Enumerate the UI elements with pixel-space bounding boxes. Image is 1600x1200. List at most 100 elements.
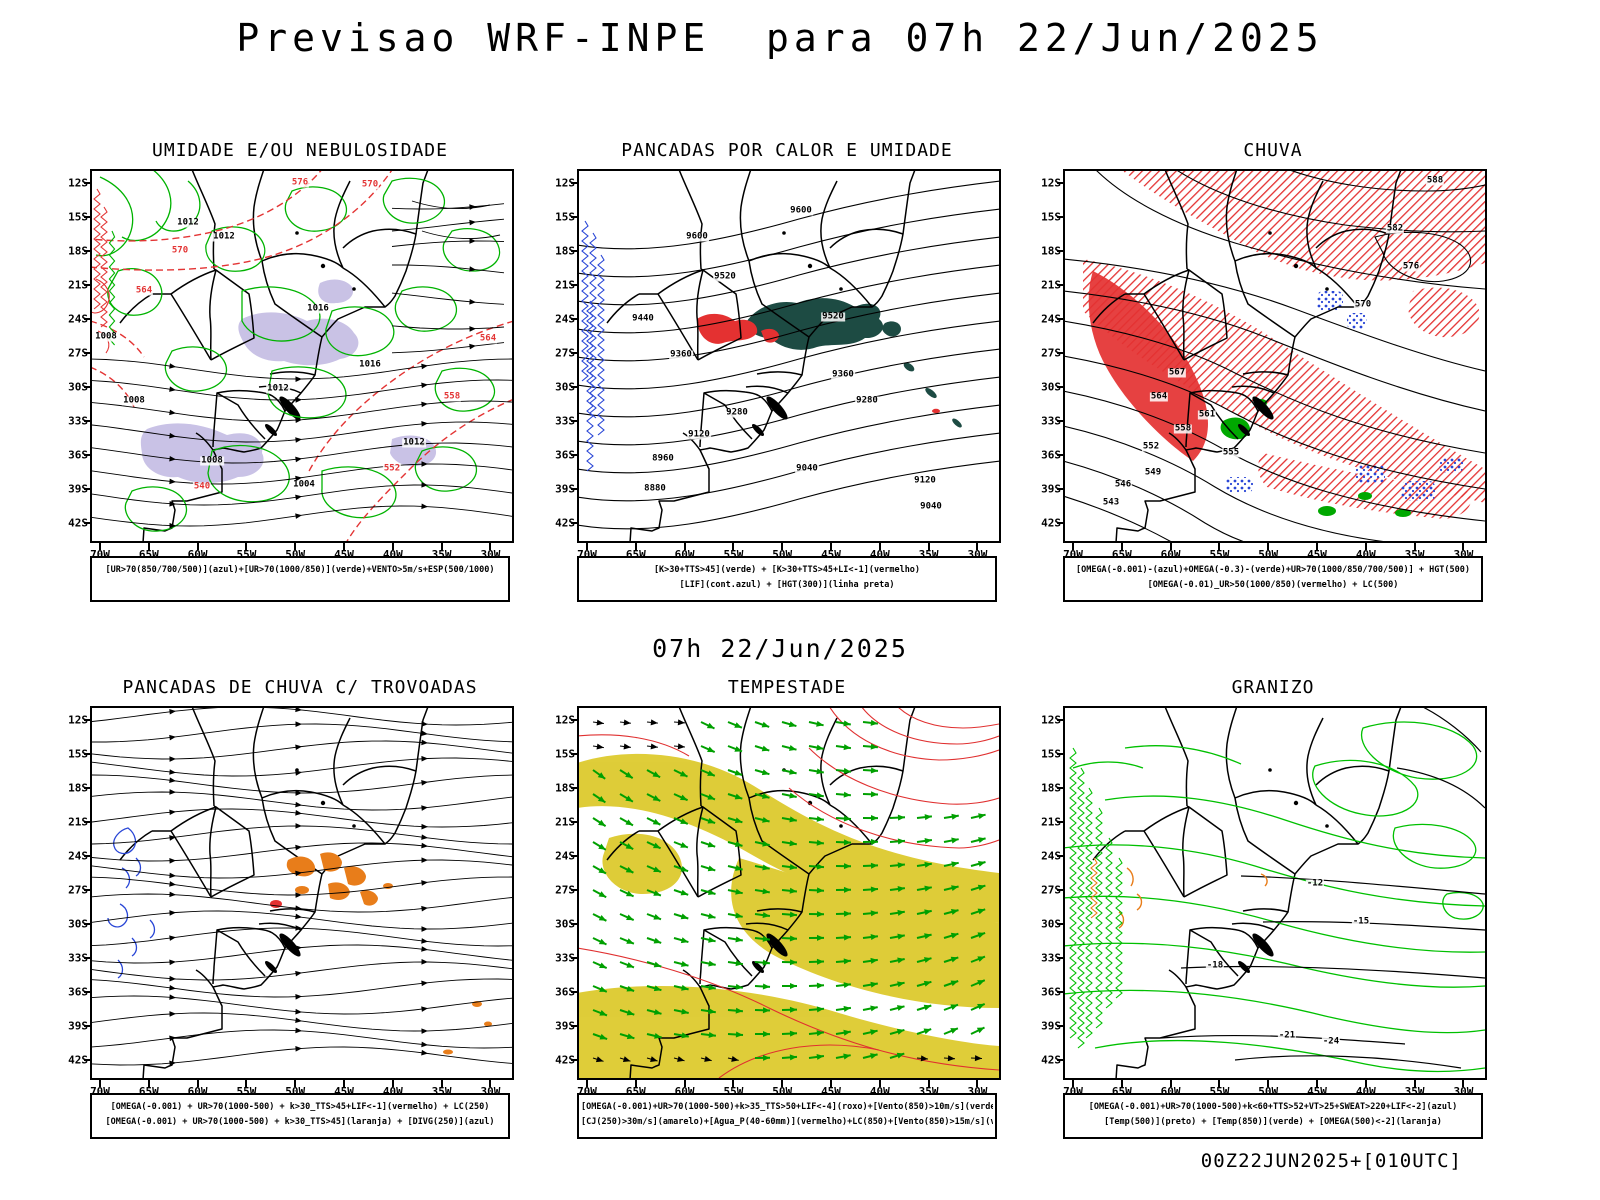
lat-axis-label: 36S [1041, 448, 1061, 462]
contour-label: -12 [1305, 878, 1325, 889]
map-canvas-chuva [1065, 171, 1485, 541]
lat-axis-label: 27S [68, 346, 88, 360]
contour-label: 1012 [176, 217, 200, 228]
lon-axis-label: 70W [577, 1085, 597, 1098]
axis-tick [1120, 1080, 1123, 1087]
axis-tick [830, 543, 832, 550]
lat-axis-label: 24S [1041, 849, 1061, 863]
lon-axis-label: 60W [674, 548, 695, 561]
lon-axis-label: 65W [1111, 1085, 1132, 1098]
lat-axis-label: 27S [1041, 346, 1061, 360]
contour-label: 9520 [821, 311, 845, 322]
caption-box: [OMEGA(-0.001) + UR>70(1000-500) + k>30_… [90, 1093, 510, 1139]
contour-label: 1012 [212, 231, 236, 242]
lon-axis-label: 50W [1258, 548, 1279, 561]
axis-tick [84, 250, 91, 252]
contour-label: 9600 [685, 231, 709, 242]
axis-tick [571, 488, 578, 490]
contour-labels: 576 570 570 564 564 558 552 540 1012 1012 1016 1008… [92, 171, 512, 541]
panel-title: CHUVA [1243, 140, 1303, 161]
axis-tick [1057, 250, 1064, 252]
lat-axis-label: 33S [68, 414, 88, 428]
lat-axis-label: 39S [555, 482, 575, 496]
lon-axis-label: 30W [480, 1085, 501, 1098]
lon-axis-label: 45W [821, 548, 841, 561]
axis-tick [927, 1080, 930, 1087]
contour-label: 1016 [306, 303, 330, 314]
map-pancadas-calor: 9600 9600 9520 9520 9440 9360 9360 9280 9280 9120… [555, 169, 1001, 561]
lat-axis-label: 12S [1041, 713, 1061, 727]
axis-tick [571, 182, 578, 184]
lat-axis-label: 18S [1041, 781, 1061, 795]
lon-axis-label: 30W [967, 548, 988, 561]
contour-label: -15 [1351, 916, 1371, 927]
lon-axis-label: 65W [625, 548, 646, 561]
map-granizo: -12 -15 -18 -21 -24 12S 15S 18S 21S 24S 27S 30S 33S… [1041, 706, 1487, 1098]
lat-axis-label: 18S [555, 781, 575, 795]
lat-axis-label: 18S [68, 244, 88, 258]
axis-tick [571, 284, 578, 286]
lon-axis-label: 65W [625, 1085, 646, 1098]
lat-axis-label: 12S [1041, 176, 1061, 190]
axis-tick [1057, 318, 1064, 320]
lon-axis-label: 70W [90, 548, 110, 561]
contour-label: 576 [1401, 261, 1421, 272]
axis-tick [571, 923, 578, 925]
lon-axis-label: 55W [1209, 548, 1230, 561]
axis-tick [84, 386, 91, 388]
axis-tick [1057, 488, 1064, 490]
axis-tick [781, 543, 784, 550]
axis-tick [732, 1080, 735, 1087]
axis-tick [99, 543, 101, 550]
contour-label: 9280 [855, 395, 879, 406]
axis-tick [84, 1059, 91, 1061]
axis-tick [84, 216, 91, 218]
lat-axis-label: 24S [68, 849, 88, 863]
contour-label: 9600 [789, 205, 813, 216]
lat-axis-label: 30S [68, 917, 88, 931]
axis-tick [1057, 420, 1064, 422]
axis-tick [927, 543, 930, 550]
lon-axis-label: 45W [1307, 548, 1327, 561]
axis-tick [781, 1080, 784, 1087]
axis-tick [84, 454, 91, 456]
lon-axis-label: 60W [1160, 548, 1181, 561]
axis-tick [571, 855, 578, 857]
lat-axis-label: 24S [555, 849, 575, 863]
axis-tick [391, 1080, 394, 1087]
lat-axis-label: 36S [68, 985, 88, 999]
contour-label: 1008 [122, 395, 146, 406]
lon-axis-label: 55W [236, 548, 257, 561]
lat-axis-label: 12S [68, 176, 88, 190]
panel-pancadas-calor: PANCADAS POR CALOR E UMIDADE 9600 9600 952… [555, 140, 1001, 602]
axis-tick [1413, 543, 1416, 550]
axis-tick [1169, 543, 1172, 550]
axis-tick [1057, 1059, 1064, 1061]
map-chuva: 588 582 576 570 567 564 561 558 555 552 549 546 543 … [1041, 169, 1487, 561]
axis-tick [84, 821, 91, 823]
lon-axis-label: 40W [869, 1085, 890, 1098]
lat-axis-label: 12S [555, 713, 575, 727]
lon-axis-label: 30W [480, 548, 501, 561]
panel-title: PANCADAS DE CHUVA C/ TROVOADAS [122, 677, 478, 698]
contour-label: 9440 [631, 313, 655, 324]
contour-label: 555 [1221, 447, 1241, 458]
lon-axis-label: 35W [431, 548, 452, 561]
run-label: 00Z22JUN2025+[010UTC] [1200, 1150, 1462, 1172]
lat-axis-label: 36S [555, 448, 575, 462]
axis-tick [1057, 889, 1064, 891]
lon-axis-label: 50W [772, 1085, 793, 1098]
axis-tick [245, 543, 248, 550]
axis-tick [1057, 991, 1064, 993]
lon-axis-label: 65W [1111, 548, 1132, 561]
axis-tick [1057, 352, 1064, 354]
axis-tick [1413, 1080, 1416, 1087]
lon-axis-label: 55W [236, 1085, 257, 1098]
axis-tick [732, 543, 735, 550]
lon-axis-label: 45W [821, 1085, 841, 1098]
lat-axis-label: 24S [68, 312, 88, 326]
contour-label: 552 [1141, 441, 1161, 452]
contour-label: 564 [1149, 391, 1169, 402]
contour-label: 1008 [94, 331, 118, 342]
axis-tick [571, 352, 578, 354]
